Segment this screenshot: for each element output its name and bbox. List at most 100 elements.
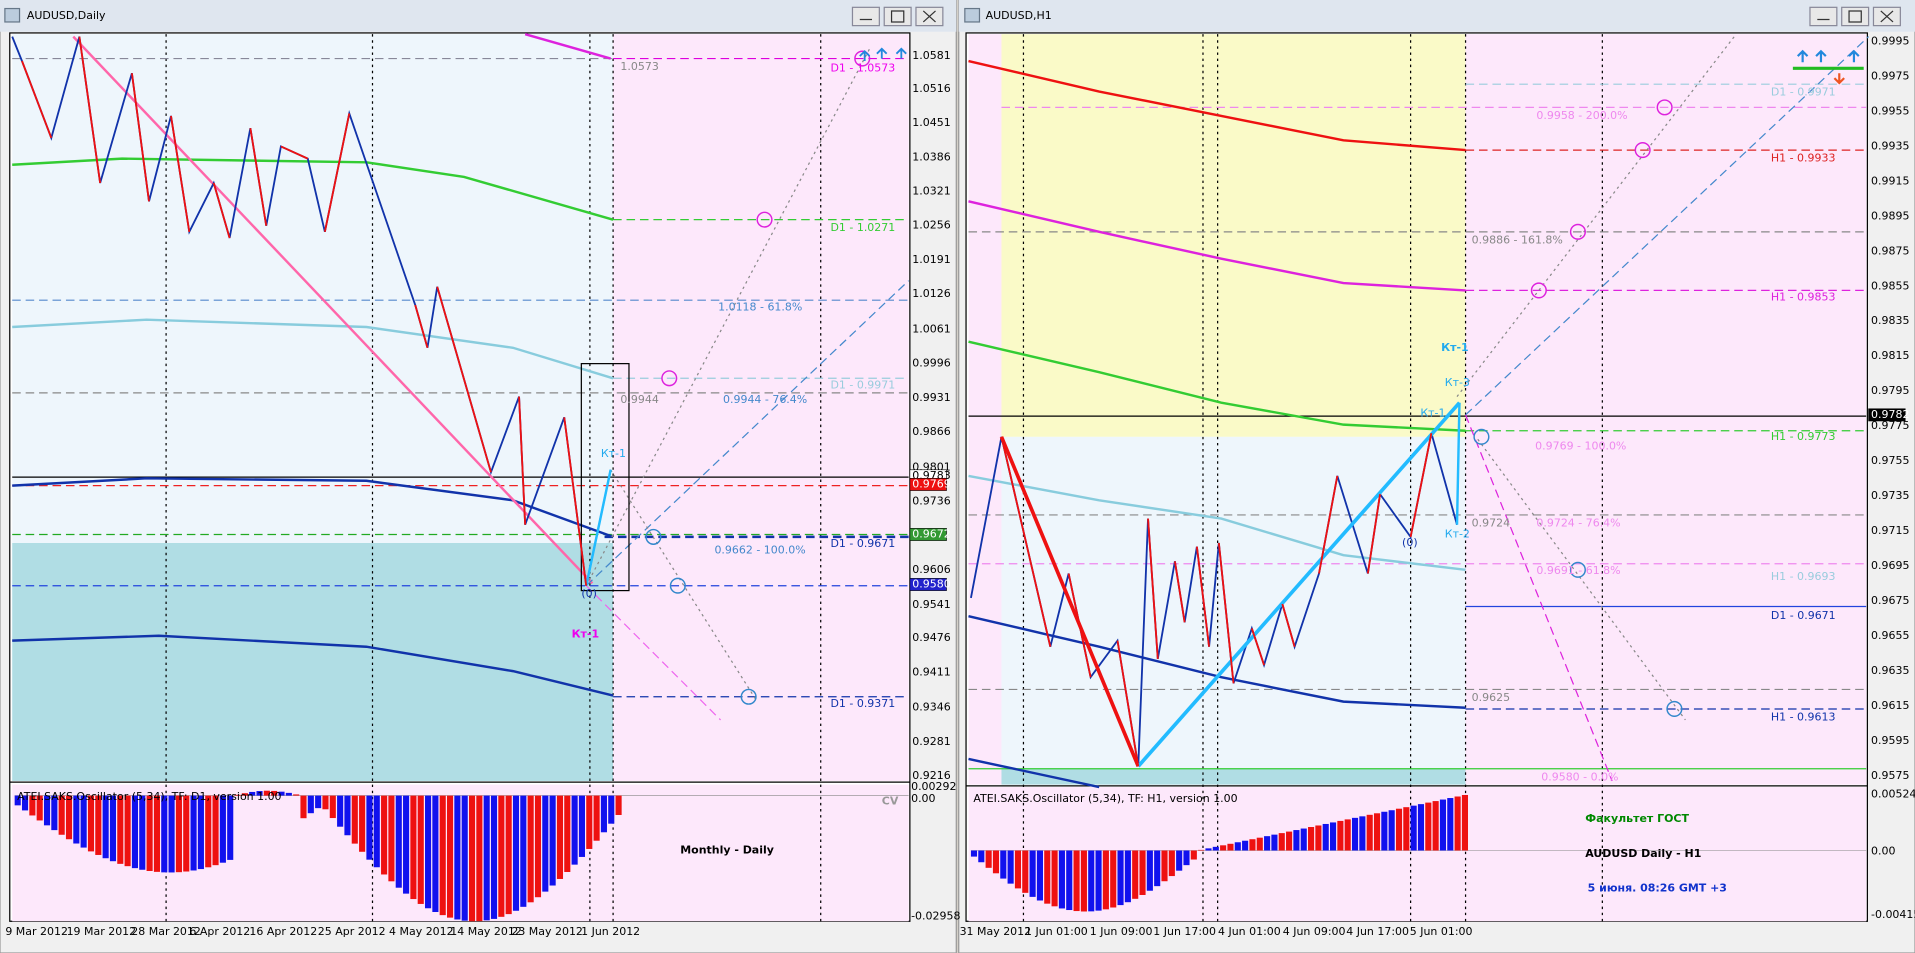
oscillator-bar bbox=[1110, 850, 1117, 908]
oscillator-bar bbox=[1190, 850, 1197, 860]
price-box-label: 0.9769 bbox=[912, 477, 950, 490]
oscillator-bar bbox=[51, 795, 58, 831]
maximize-button[interactable] bbox=[1841, 6, 1870, 27]
caption: CV bbox=[882, 795, 899, 808]
window-title: AUDUSD,H1 bbox=[986, 9, 1052, 22]
oscillator-bar bbox=[1381, 811, 1388, 851]
oscillator-bar bbox=[1088, 850, 1095, 912]
time-axis-label: 31 May 2012 bbox=[960, 925, 1032, 938]
oscillator-bar bbox=[307, 795, 314, 814]
oscillator-bar bbox=[1293, 830, 1300, 851]
oscillator-bar bbox=[1212, 846, 1219, 851]
price-segment bbox=[1409, 433, 1433, 538]
level-label: H1 - 0.9773 bbox=[1771, 430, 1836, 443]
oscillator-bar bbox=[1227, 843, 1234, 851]
oscillator-bar bbox=[1417, 804, 1425, 851]
time-axis-label: 16 Apr 2012 bbox=[249, 925, 317, 938]
oscillator-bar bbox=[542, 795, 549, 892]
oscillator-axis-label: 0.00 bbox=[911, 792, 935, 805]
level-label: D1 - 0.9671 bbox=[1771, 609, 1836, 622]
oscillator-bar bbox=[1022, 850, 1029, 893]
price-axis-label: 1.0451 bbox=[912, 116, 950, 129]
oscillator-bar bbox=[124, 795, 131, 867]
oscillator-bar bbox=[285, 792, 292, 796]
price-axis-label: 1.0126 bbox=[912, 287, 950, 300]
oscillator-bar bbox=[300, 795, 307, 819]
oscillator-bar bbox=[571, 795, 578, 865]
oscillator-bar bbox=[992, 850, 1000, 874]
price-segment bbox=[212, 182, 231, 239]
level-label: 0.9958 - 200.0% bbox=[1536, 109, 1627, 122]
oscillator-bar bbox=[1351, 817, 1359, 851]
minimize-button[interactable] bbox=[1809, 6, 1838, 27]
price-axis-label: 1.0581 bbox=[912, 49, 950, 62]
oscillator-bar bbox=[1124, 850, 1131, 903]
time-axis-label: 1 Jun 2012 bbox=[581, 925, 640, 938]
oscillator-bar bbox=[227, 795, 234, 860]
oscillator-bar bbox=[388, 795, 395, 882]
price-axis-label: 0.9615 bbox=[1871, 699, 1909, 712]
oscillator-bar bbox=[549, 795, 556, 886]
price-segment bbox=[280, 145, 309, 160]
level-label: Кт-1 bbox=[1420, 407, 1445, 420]
oscillator-bar bbox=[1007, 850, 1014, 884]
oscillator-bar bbox=[1073, 850, 1080, 912]
price-axis-label: 0.9866 bbox=[912, 425, 950, 438]
oscillator-bar bbox=[395, 795, 402, 888]
level-label: D1 - 0.9971 bbox=[830, 379, 895, 392]
oscillator-bar bbox=[1447, 798, 1454, 851]
oscillator-bar bbox=[1168, 850, 1175, 877]
oscillator-bar bbox=[1308, 827, 1315, 851]
oscillator-bar bbox=[1132, 850, 1139, 899]
oscillator-bar bbox=[461, 795, 468, 921]
time-axis-label: 4 Jun 09:00 bbox=[1283, 925, 1346, 938]
price-axis-label: 0.9915 bbox=[1871, 174, 1909, 187]
price-segment bbox=[170, 115, 191, 232]
price-segment bbox=[1147, 518, 1159, 659]
price-segment bbox=[1000, 436, 1052, 647]
oscillator-bar bbox=[263, 790, 270, 796]
oscillator-bar bbox=[439, 795, 446, 916]
oscillator-bar bbox=[234, 794, 241, 796]
price-axis-label: 0.9346 bbox=[912, 701, 950, 714]
price-axis-label: 1.0516 bbox=[912, 82, 950, 95]
oscillator-bar bbox=[534, 795, 542, 898]
oscillator-bar bbox=[43, 795, 51, 826]
oscillator-bar bbox=[512, 795, 520, 911]
level-label: H1 - 0.9933 bbox=[1771, 152, 1836, 165]
oscillator-bar bbox=[1359, 816, 1366, 851]
price-segment bbox=[1217, 542, 1235, 684]
oscillator-axis-label: -0.00415 bbox=[1871, 908, 1915, 921]
level-label: D1 - 1.0573 bbox=[830, 61, 895, 74]
level-label: H1 - 0.9693 bbox=[1771, 570, 1836, 583]
oscillator-bar bbox=[1439, 799, 1447, 851]
price-box bbox=[1868, 408, 1906, 422]
oscillator-bar bbox=[586, 795, 593, 849]
oscillator-bar bbox=[1425, 802, 1432, 851]
oscillator-bar bbox=[1388, 810, 1395, 851]
oscillator-bar bbox=[556, 795, 564, 879]
oscillator-bar bbox=[205, 795, 212, 868]
oscillator-bar bbox=[410, 795, 417, 900]
oscillator-bar bbox=[1315, 825, 1322, 851]
oscillator-bar bbox=[527, 795, 534, 903]
price-box bbox=[909, 528, 947, 541]
price-segment bbox=[1366, 494, 1381, 574]
oscillator-bar bbox=[1058, 850, 1065, 909]
oscillator-axis-label: 0.00524 bbox=[1871, 787, 1915, 800]
oscillator-bar bbox=[1256, 837, 1263, 851]
oscillator-title: ATEI.SAKS.Oscillator (5,34), TF: H1, ver… bbox=[973, 792, 1237, 805]
oscillator-bar bbox=[432, 795, 439, 913]
price-axis-label: 0.9775 bbox=[1871, 419, 1909, 432]
level-label: D1 - 0.9671 bbox=[830, 537, 895, 550]
maximize-button[interactable] bbox=[883, 6, 912, 27]
oscillator-bar bbox=[1161, 850, 1168, 882]
oscillator-bar bbox=[1014, 850, 1022, 889]
minimize-button[interactable] bbox=[851, 6, 880, 27]
price-segment bbox=[1173, 561, 1186, 623]
oscillator-bar bbox=[366, 795, 373, 860]
oscillator-bar bbox=[329, 795, 336, 819]
oscillator-bar bbox=[183, 795, 190, 872]
oscillator-bar bbox=[153, 795, 160, 872]
